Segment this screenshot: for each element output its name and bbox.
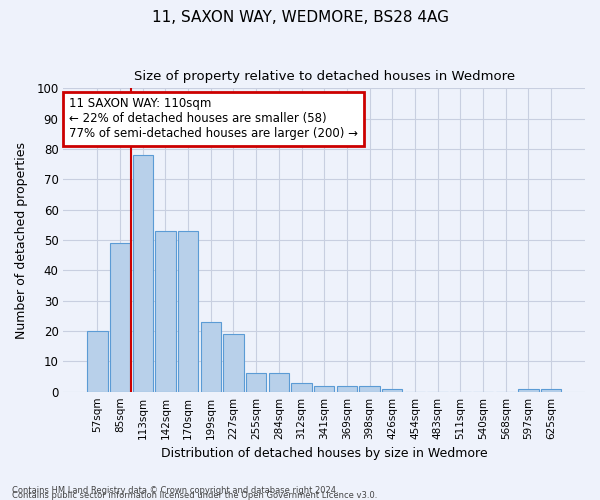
- Title: Size of property relative to detached houses in Wedmore: Size of property relative to detached ho…: [134, 70, 515, 83]
- Bar: [87, 331, 107, 392]
- Text: Contains public sector information licensed under the Open Government Licence v3: Contains public sector information licen…: [12, 491, 377, 500]
- Text: 11 SAXON WAY: 110sqm
← 22% of detached houses are smaller (58)
77% of semi-detac: 11 SAXON WAY: 110sqm ← 22% of detached h…: [68, 98, 358, 140]
- Bar: [337, 386, 357, 392]
- Bar: [178, 231, 199, 392]
- X-axis label: Distribution of detached houses by size in Wedmore: Distribution of detached houses by size …: [161, 447, 488, 460]
- Bar: [292, 382, 312, 392]
- Text: Contains HM Land Registry data © Crown copyright and database right 2024.: Contains HM Land Registry data © Crown c…: [12, 486, 338, 495]
- Bar: [133, 155, 153, 392]
- Bar: [246, 374, 266, 392]
- Bar: [359, 386, 380, 392]
- Bar: [314, 386, 334, 392]
- Bar: [223, 334, 244, 392]
- Bar: [382, 388, 403, 392]
- Y-axis label: Number of detached properties: Number of detached properties: [15, 142, 28, 338]
- Bar: [200, 322, 221, 392]
- Text: 11, SAXON WAY, WEDMORE, BS28 4AG: 11, SAXON WAY, WEDMORE, BS28 4AG: [151, 10, 449, 25]
- Bar: [155, 231, 176, 392]
- Bar: [518, 388, 539, 392]
- Bar: [110, 243, 130, 392]
- Bar: [269, 374, 289, 392]
- Bar: [541, 388, 561, 392]
